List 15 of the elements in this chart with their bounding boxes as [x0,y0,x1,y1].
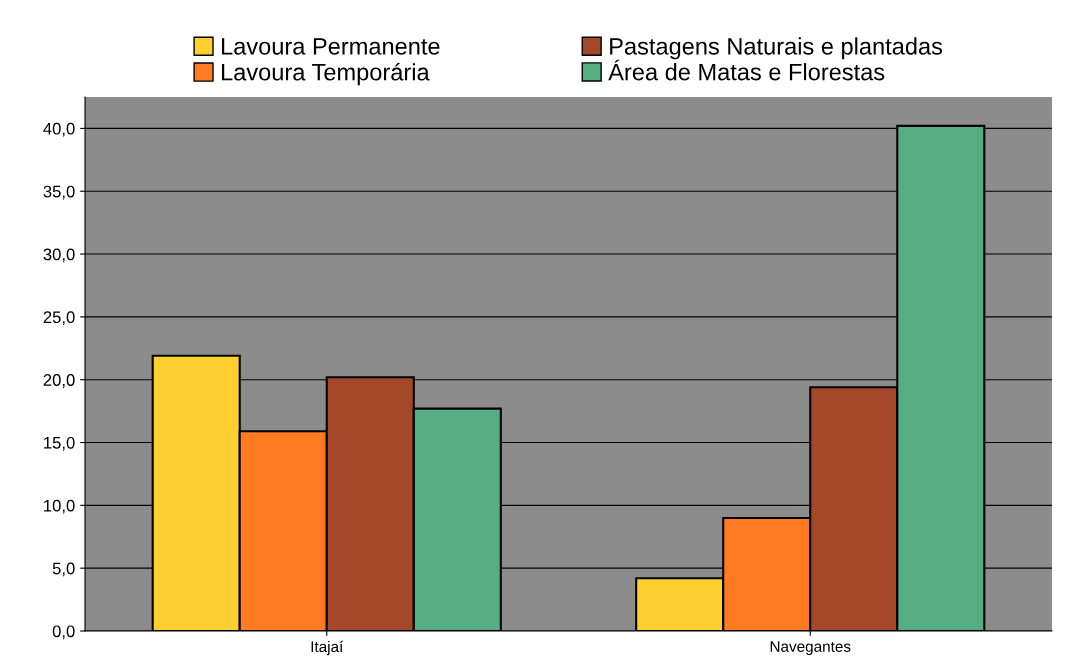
x-tick-label: Navegantes [770,641,851,655]
legend-label: Lavoura Temporária [222,62,430,86]
legend-label: Área de Matas e Florestas [608,59,885,81]
y-tick-label: 5,0 [52,562,75,577]
x-tick-label: Itajaí [311,640,344,656]
y-tick-label: 0,0 [52,625,75,640]
y-tick-label: 15,0 [44,436,75,451]
legend-label: Lavoura Permanente [222,38,440,55]
y-tick-label: 10,0 [44,499,75,514]
y-tick-label: 30,0 [43,248,75,263]
y-tick-label: 35,0 [43,185,75,200]
legend-label: Pastagens Naturais e plantadas [610,37,943,60]
y-tick-label: 20,0 [43,374,75,388]
y-tick-label: 25,0 [43,311,75,326]
y-tick-label: 40,0 [43,122,75,137]
